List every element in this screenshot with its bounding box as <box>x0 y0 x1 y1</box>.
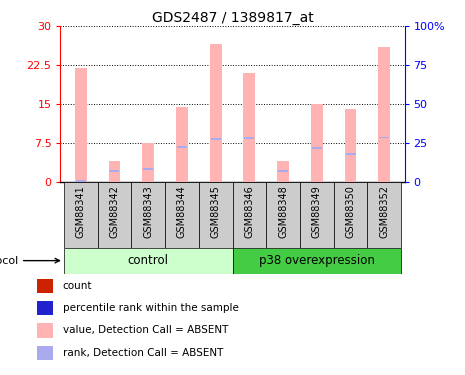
Bar <box>109 170 120 172</box>
Bar <box>266 182 300 248</box>
Text: GSM88344: GSM88344 <box>177 185 187 238</box>
Text: GSM88346: GSM88346 <box>245 185 254 238</box>
Bar <box>98 182 131 248</box>
Text: control: control <box>128 254 169 267</box>
Bar <box>64 182 98 248</box>
Text: GSM88352: GSM88352 <box>379 185 389 238</box>
Bar <box>37 279 53 293</box>
Title: GDS2487 / 1389817_at: GDS2487 / 1389817_at <box>152 11 313 25</box>
Bar <box>37 346 53 360</box>
Bar <box>379 136 389 138</box>
Text: GSM88348: GSM88348 <box>278 185 288 238</box>
Text: GSM88341: GSM88341 <box>76 185 86 238</box>
Bar <box>75 68 86 182</box>
Text: count: count <box>63 281 92 291</box>
Bar <box>244 73 255 182</box>
Text: value, Detection Call = ABSENT: value, Detection Call = ABSENT <box>63 326 228 336</box>
Bar <box>177 146 187 148</box>
Text: p38 overexpression: p38 overexpression <box>259 254 375 267</box>
Bar <box>232 182 266 248</box>
Bar <box>199 182 232 248</box>
Bar <box>300 182 334 248</box>
Bar <box>345 109 357 182</box>
Bar <box>37 323 53 338</box>
Bar <box>37 301 53 315</box>
Text: GSM88343: GSM88343 <box>143 185 153 238</box>
Bar <box>64 248 232 274</box>
Text: GSM88350: GSM88350 <box>345 185 356 238</box>
Text: GSM88349: GSM88349 <box>312 185 322 238</box>
Text: percentile rank within the sample: percentile rank within the sample <box>63 303 239 313</box>
Bar <box>142 143 154 182</box>
Bar <box>211 138 221 140</box>
Bar <box>311 104 323 182</box>
Bar <box>76 180 86 182</box>
Bar <box>165 182 199 248</box>
Bar <box>244 137 254 139</box>
Bar <box>176 106 188 182</box>
Text: GSM88345: GSM88345 <box>211 185 220 238</box>
Bar <box>312 147 322 148</box>
Bar <box>278 170 288 172</box>
Text: GSM88342: GSM88342 <box>109 185 120 238</box>
Bar <box>108 161 120 182</box>
Bar <box>367 182 401 248</box>
Bar <box>210 44 221 182</box>
Text: rank, Detection Call = ABSENT: rank, Detection Call = ABSENT <box>63 348 223 358</box>
Bar <box>232 248 401 274</box>
Bar <box>131 182 165 248</box>
Bar <box>345 153 356 155</box>
Bar <box>277 161 289 182</box>
Bar <box>379 47 390 182</box>
Bar <box>334 182 367 248</box>
Text: protocol: protocol <box>0 256 60 266</box>
Bar <box>143 168 153 170</box>
